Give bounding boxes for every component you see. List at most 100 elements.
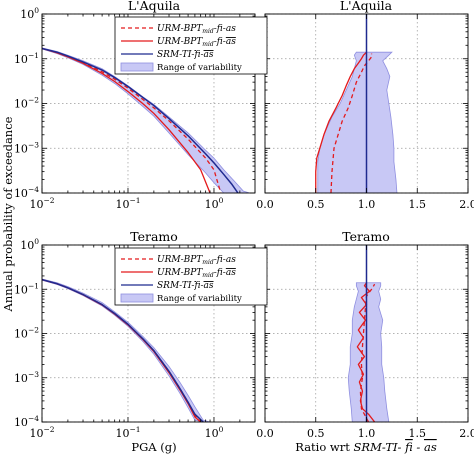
legend-entry-4: Range of variability [157, 63, 242, 73]
y-tick-label: 10−4 [14, 185, 39, 200]
legend-entry-2-rest: -fi- [214, 268, 226, 278]
x-tick-label: 10−2 [29, 425, 54, 440]
legend-entry-3: SRM-TI-fi-as [157, 50, 214, 60]
legend-entry-2: URM-BPTmid-fi-as [157, 268, 236, 279]
plot-content [42, 47, 250, 193]
x-axis-label-right-italic: SRM-TI- [354, 440, 402, 454]
legend-entry-1-rest: -fi-as [214, 24, 236, 34]
x-axis-label-left: PGA (g) [131, 440, 176, 454]
y-tick-label-base: 10 [14, 98, 28, 111]
legend-entry-2-rest: -fi- [214, 37, 226, 47]
x-axis-label-right-mid: - [416, 440, 420, 454]
x-axis-label-right: Ratio wrt SRM-TI- fi - as [295, 440, 437, 454]
x-tick-label-exponent: −1 [129, 425, 140, 434]
y-tick-label-base: 10 [14, 53, 28, 66]
title-laquila-left: L'Aquila [128, 0, 181, 13]
x-tick-label-base: 10 [205, 427, 219, 440]
x-tick-label: 100 [205, 196, 224, 211]
x-tick-label-exponent: −2 [43, 425, 54, 434]
legend-entry-1-sub: mid [202, 28, 214, 35]
legend-entry-3-pre: SRM-TI- [157, 281, 194, 291]
legend-entry-3-over1: fi [193, 50, 200, 60]
legend-entry-2-sub: mid [202, 272, 214, 279]
panel-4: 0.0 0.5 1.0 1.5 2.0 [256, 244, 474, 440]
tick-marks [41, 13, 256, 194]
y-tick-label-exponent: 0 [34, 237, 39, 246]
y-tick-label-base: 10 [14, 283, 28, 296]
variability-band [347, 282, 390, 422]
legend-entry-1-sub: mid [202, 259, 214, 266]
series-urm-dashed [330, 53, 373, 193]
legend-entry-1: URM-BPTmid-fi-as [157, 24, 236, 35]
variability-band [317, 51, 398, 193]
legend-teramo: URM-BPTmid-fi-as URM-BPTmid-fi-as SRM-TI… [114, 247, 268, 306]
x-tick-label-base: 10 [29, 427, 43, 440]
legend-entry-4: Range of variability [157, 294, 242, 304]
legend-entry-1-base: URM-BPT [157, 255, 203, 265]
y-tick-label: 10−3 [14, 140, 39, 155]
x-tick-label: 0.5 [307, 198, 325, 211]
legend-entry-2: URM-BPTmid-fi-as [157, 37, 236, 48]
legend-entry-3-pre: SRM-TI- [157, 50, 194, 60]
y-tick-label: 10−3 [14, 370, 39, 385]
y-tick-label-exponent: 0 [34, 6, 39, 15]
legend-entry-2-over: as [226, 37, 236, 47]
y-axis-label: Annual probability of exceedance [1, 116, 15, 312]
legend-entry-2-over: as [226, 268, 236, 278]
x-axis-label-right-prefix: Ratio wrt [295, 440, 353, 454]
y-tick-label: 10−1 [14, 51, 39, 66]
y-tick-label-exponent: −2 [28, 326, 39, 335]
x-axis-label-right-over1: fi [404, 440, 413, 454]
y-tick-label: 10−1 [14, 281, 39, 296]
legend-entry-3-mid: - [201, 50, 204, 60]
x-tick-label-base: 10 [205, 198, 219, 211]
x-tick-label: 0.5 [307, 427, 325, 440]
legend-swatch-band [120, 62, 154, 72]
y-tick-label-exponent: −4 [28, 185, 39, 194]
y-tick-label-exponent: −1 [28, 51, 39, 60]
legend-entry-2-base: URM-BPT [157, 268, 203, 278]
legend-entry-3-over1: fi [193, 281, 200, 291]
legend-entry-2-base: URM-BPT [157, 37, 203, 47]
plot-content [347, 245, 390, 422]
x-tick-label: 1.0 [358, 427, 376, 440]
legend-entry-2-sub: mid [202, 41, 214, 48]
legend-laquila: URM-BPTmid-fi-as URM-BPTmid-fi-as SRM-TI… [114, 16, 268, 75]
series-urm-solid [42, 47, 211, 193]
series-srm [42, 47, 239, 193]
series-urm-solid [356, 282, 376, 422]
x-tick-label: 2.0 [459, 198, 474, 211]
x-tick-label-exponent: 0 [219, 196, 224, 205]
y-tick-label-exponent: −3 [28, 140, 39, 149]
legend-swatch-band [120, 293, 154, 303]
y-tick-label: 100 [20, 6, 39, 21]
y-tick-label-exponent: −2 [28, 96, 39, 105]
x-axis-label-right-over2: as [424, 440, 437, 454]
x-tick-label: 100 [205, 425, 224, 440]
title-teramo-left: Teramo [130, 229, 178, 244]
x-tick-label-exponent: 0 [219, 425, 224, 434]
plot-content [42, 278, 211, 422]
series-srm [42, 278, 204, 422]
x-tick-label: 0.0 [256, 427, 274, 440]
x-tick-label-base: 10 [115, 427, 129, 440]
y-tick-label-base: 10 [14, 187, 28, 200]
x-tick-label-exponent: −2 [43, 196, 54, 205]
x-tick-label: 0.0 [256, 198, 274, 211]
x-tick-label: 10−2 [29, 196, 54, 211]
legend-entry-1-rest: -fi-as [214, 255, 236, 265]
y-tick-label-base: 10 [14, 416, 28, 429]
y-tick-label: 10−4 [14, 414, 39, 429]
legend-entry-3-mid: - [201, 281, 204, 291]
legend-entry-3: SRM-TI-fi-as [157, 281, 214, 291]
y-tick-label-exponent: −4 [28, 414, 39, 423]
y-tick-label: 10−2 [14, 326, 39, 341]
y-tick-label-exponent: −3 [28, 370, 39, 379]
title-laquila-right: L'Aquila [340, 0, 393, 13]
legend-entry-3-over2: as [204, 281, 214, 291]
series-urm-dashed [359, 283, 376, 422]
series-urm-solid [315, 51, 367, 193]
